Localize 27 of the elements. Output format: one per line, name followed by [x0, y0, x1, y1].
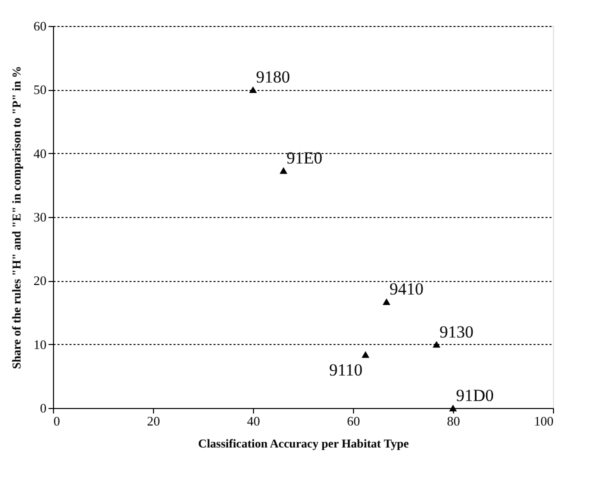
y-tick-label: 20 [34, 273, 46, 288]
x-axis-title: Classification Accuracy per Habitat Type [198, 436, 410, 450]
y-tick-label: 10 [34, 336, 46, 352]
x-tick-label: 20 [147, 414, 160, 428]
y-axis-title: Share of the rules "H" and "E" in comparison to "P" in % [10, 66, 24, 370]
annotation: 9180 [256, 68, 290, 87]
x-tick-label: 80 [447, 414, 460, 428]
x-tick-label: 60 [347, 414, 360, 428]
point [362, 351, 370, 358]
x-tick-label: 0 [54, 414, 60, 428]
annotation: 9110 [329, 360, 362, 380]
point [249, 86, 257, 94]
x-tick-label: 40 [247, 414, 260, 428]
annotation: 91D0 [456, 386, 494, 405]
annotation: 9130 [440, 322, 474, 342]
point [382, 298, 390, 306]
point [432, 340, 440, 348]
x-tick-label: 100 [534, 414, 554, 428]
y-tick-label: 60 [34, 18, 46, 34]
y-tick-label: 40 [34, 146, 46, 161]
point [280, 167, 288, 174]
annotation: 91E0 [286, 148, 322, 168]
annotation: 9410 [390, 280, 424, 299]
y-tick-label: 0 [40, 400, 46, 416]
y-tick-label: 30 [34, 210, 46, 224]
point [449, 404, 457, 412]
y-tick-label: 50 [34, 82, 46, 98]
